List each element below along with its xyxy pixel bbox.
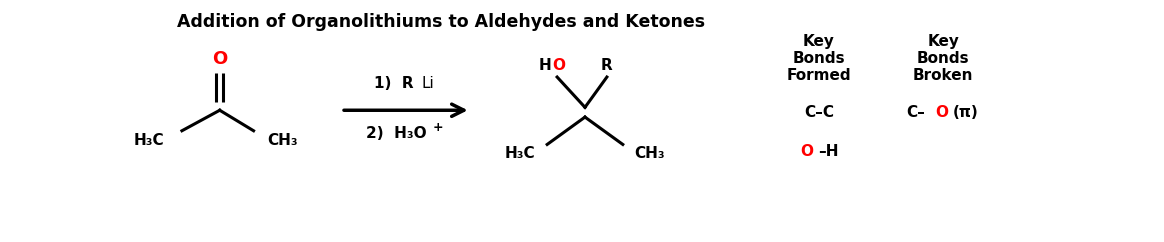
Text: O: O	[801, 144, 814, 159]
Text: (π): (π)	[952, 105, 978, 120]
Text: O: O	[212, 50, 227, 68]
Text: 2)  H₃O: 2) H₃O	[365, 126, 426, 141]
Text: H: H	[539, 58, 552, 73]
Text: C–: C–	[906, 105, 925, 120]
Text: R: R	[601, 58, 612, 73]
Text: Key
Bonds
Formed: Key Bonds Formed	[787, 34, 851, 83]
Text: –H: –H	[818, 144, 839, 159]
Text: +: +	[432, 121, 443, 134]
Text: Key
Bonds
Broken: Key Bonds Broken	[913, 34, 973, 83]
Text: CH₃: CH₃	[634, 146, 666, 161]
Text: Addition of Organolithiums to Aldehydes and Ketones: Addition of Organolithiums to Aldehydes …	[177, 13, 704, 31]
Text: O: O	[935, 105, 947, 120]
Text: CH₃: CH₃	[268, 133, 298, 148]
Text: H₃C: H₃C	[505, 146, 535, 161]
Text: C–C: C–C	[804, 105, 833, 120]
Text: Li: Li	[421, 76, 434, 91]
Text: 1)  R: 1) R	[374, 76, 413, 91]
Text: O: O	[553, 58, 566, 73]
Text: H₃C: H₃C	[134, 133, 164, 148]
